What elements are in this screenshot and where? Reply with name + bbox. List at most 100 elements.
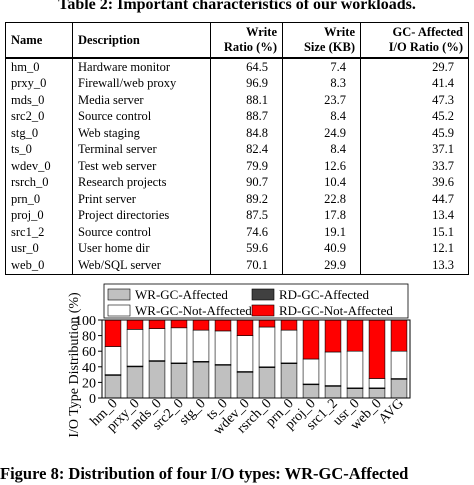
table-cell: 79.9 <box>210 158 283 175</box>
table-cell: Hardware monitor <box>72 58 211 76</box>
y-tick-label: 0 <box>89 392 96 407</box>
table-cell: 24.9 <box>282 125 361 142</box>
table-cell: Media server <box>72 92 211 109</box>
table-cell: 33.7 <box>360 158 469 175</box>
bar-segment <box>148 361 166 399</box>
bar-segment <box>104 375 122 399</box>
table-row: hm_0 Hardware monitor 64.5 7.4 29.7 <box>5 58 469 76</box>
table-row: src1_2 Source control 74.6 19.1 15.1 <box>5 224 469 241</box>
table-cell: 84.8 <box>210 125 283 142</box>
table-cell: 29.9 <box>282 257 361 274</box>
table-cell: hm_0 <box>5 58 73 76</box>
table-cell: ts_0 <box>5 141 73 158</box>
table-row: web_0 Web/SQL server 70.1 29.9 13.3 <box>5 257 469 274</box>
table-cell: 13.4 <box>360 207 469 224</box>
table-cell: prn_0 <box>5 191 73 208</box>
bar-segment <box>302 319 320 360</box>
table-cell: Terminal server <box>72 141 211 158</box>
bar-segment <box>148 319 166 329</box>
bar-segment <box>346 319 364 352</box>
bar-segment <box>126 319 144 330</box>
table-cell: 29.7 <box>360 58 469 76</box>
legend-swatch <box>251 288 275 301</box>
table-cell: 7.4 <box>282 58 361 76</box>
bar-segment <box>236 335 254 372</box>
table-cell: 90.7 <box>210 174 283 191</box>
table-cell: 17.8 <box>282 207 361 224</box>
table-cell: 22.8 <box>282 191 361 208</box>
table-cell: Project directories <box>72 207 211 224</box>
table-cell: 37.1 <box>360 141 469 158</box>
header-line: Size (KB) <box>303 40 355 54</box>
bar-segment <box>258 319 276 328</box>
bar-segment <box>302 384 320 399</box>
header-line: Write <box>245 25 277 39</box>
bar-segment <box>324 385 342 399</box>
table-row: ts_0 Terminal server 82.4 8.4 37.1 <box>5 141 469 158</box>
bar-segment <box>390 319 408 352</box>
legend-swatch <box>107 288 131 301</box>
table-cell: 87.5 <box>210 207 283 224</box>
table-cell: mds_0 <box>5 92 73 109</box>
bar-segment <box>192 329 210 362</box>
table-cell: 12.6 <box>282 158 361 175</box>
bar-segment <box>148 328 166 361</box>
table-cell: 39.6 <box>360 174 469 191</box>
table-row: prn_0 Print server 89.2 22.8 44.7 <box>5 191 469 208</box>
header-line: I/O Ratio (%) <box>388 40 463 54</box>
y-tick-label: 100 <box>75 314 96 329</box>
legend-label: RD-GC-Affected <box>279 287 370 302</box>
table-cell: Source control <box>72 224 211 241</box>
table-cell: rsrch_0 <box>5 174 73 191</box>
bar-segment <box>258 367 276 399</box>
bar-segment <box>104 319 122 347</box>
table-row: wdev_0 Test web server 79.9 12.6 33.7 <box>5 158 469 175</box>
table-cell: 8.3 <box>282 75 361 92</box>
bar-segment <box>280 329 298 364</box>
bar-segment <box>324 351 342 386</box>
legend-label: WR-GC-Affected <box>135 287 228 302</box>
table-cell: 8.4 <box>282 108 361 125</box>
table-row: mds_0 Media server 88.1 23.7 47.3 <box>5 92 469 109</box>
bar-segment <box>214 330 232 365</box>
legend-label: RD-GC-Not-Affected <box>279 303 393 318</box>
table-cell: src1_2 <box>5 224 73 241</box>
table-cell: 89.2 <box>210 191 283 208</box>
bar-segment <box>280 319 298 331</box>
column-header: Description <box>72 22 211 59</box>
column-header: Write Ratio (%) <box>210 22 283 59</box>
header-line: Description <box>78 32 140 47</box>
legend-swatch <box>107 304 131 317</box>
table-row: rsrch_0 Research projects 90.7 10.4 39.6 <box>5 174 469 191</box>
table-cell: src2_0 <box>5 108 73 125</box>
figure-caption: Figure 8: Distribution of four I/O types… <box>0 464 409 483</box>
table-cell: stg_0 <box>5 125 73 142</box>
table-cell: 64.5 <box>210 58 283 76</box>
table-row: src2_0 Source control 88.7 8.4 45.2 <box>5 108 469 125</box>
column-header: GC- Affected I/O Ratio (%) <box>360 22 469 59</box>
legend-swatch <box>251 304 275 317</box>
y-axis-label: I/O Type Distribution (%) <box>67 292 82 438</box>
table-cell: 23.7 <box>282 92 361 109</box>
bar-segment <box>368 388 386 399</box>
table-cell: proj_0 <box>5 207 73 224</box>
legend-label: WR-GC-Not-Affected <box>135 303 252 318</box>
bar-segment <box>192 361 210 399</box>
header-row: Name Description Write Ratio (%) Write Size (… <box>5 22 469 59</box>
table-cell: 44.7 <box>360 191 469 208</box>
column-header: Name <box>5 22 73 59</box>
table-cell: web_0 <box>5 257 73 274</box>
bar-segment <box>104 346 122 375</box>
table-cell: 82.4 <box>210 141 283 158</box>
header-line: GC- Affected <box>392 25 463 39</box>
table-cell: 96.9 <box>210 75 283 92</box>
table-cell: Source control <box>72 108 211 125</box>
table-cell: Web staging <box>72 125 211 142</box>
bar-segment <box>368 319 386 379</box>
table-row: usr_0 User home dir 59.6 40.9 12.1 <box>5 240 469 257</box>
bar-segment <box>126 329 144 367</box>
y-tick-label: 80 <box>82 330 96 345</box>
bar-segment <box>214 364 232 399</box>
table-cell: Firewall/web proxy <box>72 75 211 92</box>
bar-segment <box>170 327 188 364</box>
